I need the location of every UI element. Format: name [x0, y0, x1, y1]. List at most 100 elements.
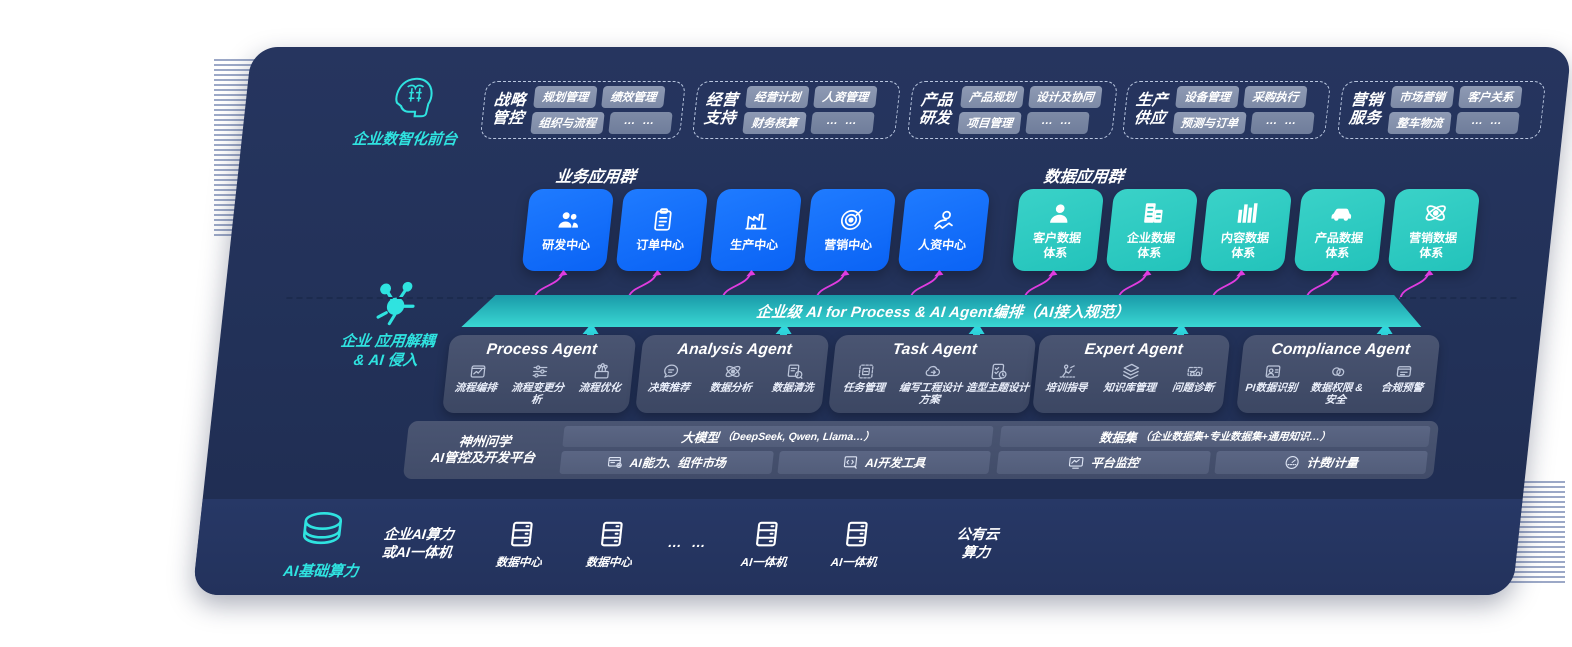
domain-chip[interactable]: 产品规划 — [960, 86, 1025, 108]
infrastructure-item[interactable]: 数据中心 — [585, 517, 637, 570]
app-card[interactable]: 营销中心 — [803, 189, 897, 271]
diagnose-icon — [1184, 362, 1205, 381]
app-card[interactable]: 人资中心 — [897, 189, 991, 271]
domain-chip-more[interactable]: … … — [810, 112, 875, 134]
domain-chip[interactable]: 预测与订单 — [1172, 112, 1247, 134]
app-card[interactable]: 内容数据 体系 — [1199, 189, 1293, 271]
layers-icon — [1121, 362, 1142, 381]
platform-cell-label: AI开发工具 — [864, 456, 927, 470]
agent-capability[interactable]: 编写工程设计方案 — [895, 362, 966, 406]
app-card[interactable]: 产品数据 体系 — [1293, 189, 1387, 271]
app-card[interactable]: 研发中心 — [521, 189, 615, 271]
platform-cell[interactable]: 计费/计量 — [1213, 451, 1428, 474]
data-clean-icon — [784, 362, 805, 381]
domain-chip-wrap: 设备管理 采购执行 预测与订单 … … — [1172, 86, 1317, 134]
domain-chip[interactable]: 规划管理 — [533, 86, 598, 108]
domain-chip[interactable]: 市场营销 — [1390, 86, 1455, 108]
app-card[interactable]: 营销数据 体系 — [1387, 189, 1481, 271]
domain-chip[interactable]: 采购执行 — [1243, 86, 1308, 108]
domain-chip-more[interactable]: … … — [607, 112, 673, 134]
agent-capability[interactable]: PI数据识别 — [1237, 362, 1307, 406]
domain-chip-more[interactable]: … … — [1249, 112, 1315, 134]
agent-capability-label: PI数据识别 — [1244, 382, 1298, 394]
agent-capability[interactable]: 培训指导 — [1034, 362, 1101, 395]
platform-cell[interactable]: AI开发工具 — [776, 451, 991, 474]
agent-capability[interactable]: 造型主题设计 — [962, 362, 1033, 406]
agent-capability[interactable]: 数据清洗 — [761, 362, 827, 395]
domain-group[interactable]: 生产 供应 设备管理 采购执行 预测与订单 … … — [1121, 81, 1332, 139]
agent-capability[interactable]: 合规预警 — [1367, 362, 1437, 406]
banner-text: 企业级 AI for Process & AI Agent编排（AI接入规范） — [755, 303, 1131, 321]
infrastructure-item-label: AI一体机 — [740, 557, 788, 569]
infrastructure-item[interactable]: 数据中心 — [495, 517, 547, 570]
network-icon — [591, 362, 612, 381]
domain-chip-wrap: 经营计划 人资管理 财务核算 … … — [742, 86, 878, 134]
app-card-label: 营销数据 体系 — [1408, 231, 1458, 260]
platform-cell[interactable]: 平台监控 — [996, 451, 1211, 474]
agent-capability[interactable]: 数据分析 — [699, 362, 765, 395]
domain-chip[interactable]: 设备管理 — [1175, 86, 1240, 108]
domain-chip[interactable]: 项目管理 — [957, 112, 1022, 134]
agent-capability[interactable]: 决策推荐 — [637, 362, 703, 395]
infrastructure-item-label: 数据中心 — [585, 557, 633, 569]
domain-group[interactable]: 产品 研发 产品规划 设计及协同 项目管理 … … — [906, 81, 1119, 139]
domain-chip-more[interactable]: … … — [1025, 112, 1090, 134]
domain-group[interactable]: 经营 支持 经营计划 人资管理 财务核算 … … — [691, 81, 902, 139]
agent-card[interactable]: Task Agent 任务管理 编写工程设计方案 造型主题设计 — [828, 335, 1037, 413]
domain-group[interactable]: 营销 服务 市场营销 客户关系 整车物流 … … — [1336, 81, 1547, 139]
platform-right-column: 数据集 （企业数据集+专业数据集+通用知识…） 平台监控 计费/计量 — [996, 426, 1431, 474]
domain-group-title: 经营 支持 — [703, 92, 739, 127]
domain-chip[interactable]: 经营计划 — [745, 86, 810, 108]
domain-group-title: 营销 服务 — [1348, 92, 1384, 127]
agent-capability[interactable]: 知识库管理 — [1097, 362, 1164, 395]
domain-chip[interactable]: 绩效管理 — [601, 86, 666, 108]
domain-chip-more[interactable]: … … — [1455, 112, 1520, 134]
infrastructure-item[interactable]: AI一体机 — [740, 517, 792, 570]
agent-capability-label: 问题诊断 — [1171, 382, 1215, 394]
domain-chip[interactable]: 设计及协同 — [1028, 86, 1103, 108]
infrastructure-item-label: 公有云 算力 — [955, 526, 1000, 561]
infrastructure-item[interactable]: AI一体机 — [830, 517, 882, 570]
agent-card[interactable]: Process Agent 流程编排 流程变更分析 流程优化 — [442, 335, 637, 413]
agent-card[interactable]: Compliance Agent PI数据识别 数据权限 & 安全 合规预警 — [1236, 335, 1441, 413]
app-card[interactable]: 生产中心 — [709, 189, 803, 271]
domain-chip[interactable]: 整车物流 — [1387, 112, 1452, 134]
agent-capability[interactable]: 任务管理 — [829, 362, 900, 406]
domain-chip-wrap: 市场营销 客户关系 整车物流 … … — [1387, 86, 1523, 134]
app-card[interactable]: 订单中心 — [615, 189, 709, 271]
domain-chip[interactable]: 人资管理 — [813, 86, 878, 108]
agent-capability[interactable]: 流程变更分析 — [505, 362, 572, 406]
agent-capability[interactable]: 数据权限 & 安全 — [1302, 362, 1372, 406]
agent-capability[interactable]: 问题诊断 — [1161, 362, 1228, 395]
app-card-label: 研发中心 — [541, 238, 591, 253]
architecture-board: 企业数智化前台 战略 管控 规划管理 绩效管理 组织与流程 … … 经营 支持 … — [192, 47, 1572, 595]
dataset-headline-note: （企业数据集+专业数据集+通用知识…） — [1139, 431, 1332, 443]
agent-capability-label: 流程变更分析 — [510, 382, 565, 406]
app-card[interactable]: 客户数据 体系 — [1011, 189, 1105, 271]
agent-card[interactable]: Expert Agent 培训指导 知识库管理 问题诊断 — [1032, 335, 1231, 413]
infrastructure-ellipsis: … … — [667, 534, 710, 550]
platform-cell[interactable]: AI能力、组件市场 — [559, 451, 774, 474]
domain-group[interactable]: 战略 管控 规划管理 绩效管理 组织与流程 … … — [479, 81, 687, 139]
business-group-title: 业务应用群 — [554, 169, 637, 186]
model-headline-bold: 大模型 — [680, 431, 720, 445]
agent-capability-label: 数据清洗 — [771, 382, 815, 394]
platform-cell-label: 计费/计量 — [1305, 456, 1359, 470]
dataset-headline: 数据集 （企业数据集+专业数据集+通用知识…） — [999, 426, 1431, 447]
model-headline-note: （DeepSeek, Qwen, Llama…） — [721, 431, 875, 443]
agent-capability[interactable]: 流程优化 — [567, 362, 634, 406]
agent-card[interactable]: Analysis Agent 决策推荐 数据分析 数据清洗 — [635, 335, 830, 413]
agent-capability-label: 决策推荐 — [647, 382, 691, 394]
domain-group-title: 生产 供应 — [1133, 92, 1169, 127]
domain-chip[interactable]: 客户关系 — [1458, 86, 1523, 108]
app-card[interactable]: 企业数据 体系 — [1105, 189, 1199, 271]
domain-group-title: 战略 管控 — [491, 92, 527, 127]
data-group-title: 数据应用群 — [1042, 169, 1125, 186]
agent-capability-label: 编写工程设计方案 — [898, 382, 963, 406]
infrastructure-item-label: AI一体机 — [830, 557, 878, 569]
agent-capability-label: 数据分析 — [709, 382, 753, 394]
domain-chip[interactable]: 财务核算 — [742, 112, 807, 134]
domain-chip[interactable]: 组织与流程 — [530, 112, 605, 134]
agent-capability[interactable]: 流程编排 — [443, 362, 510, 406]
